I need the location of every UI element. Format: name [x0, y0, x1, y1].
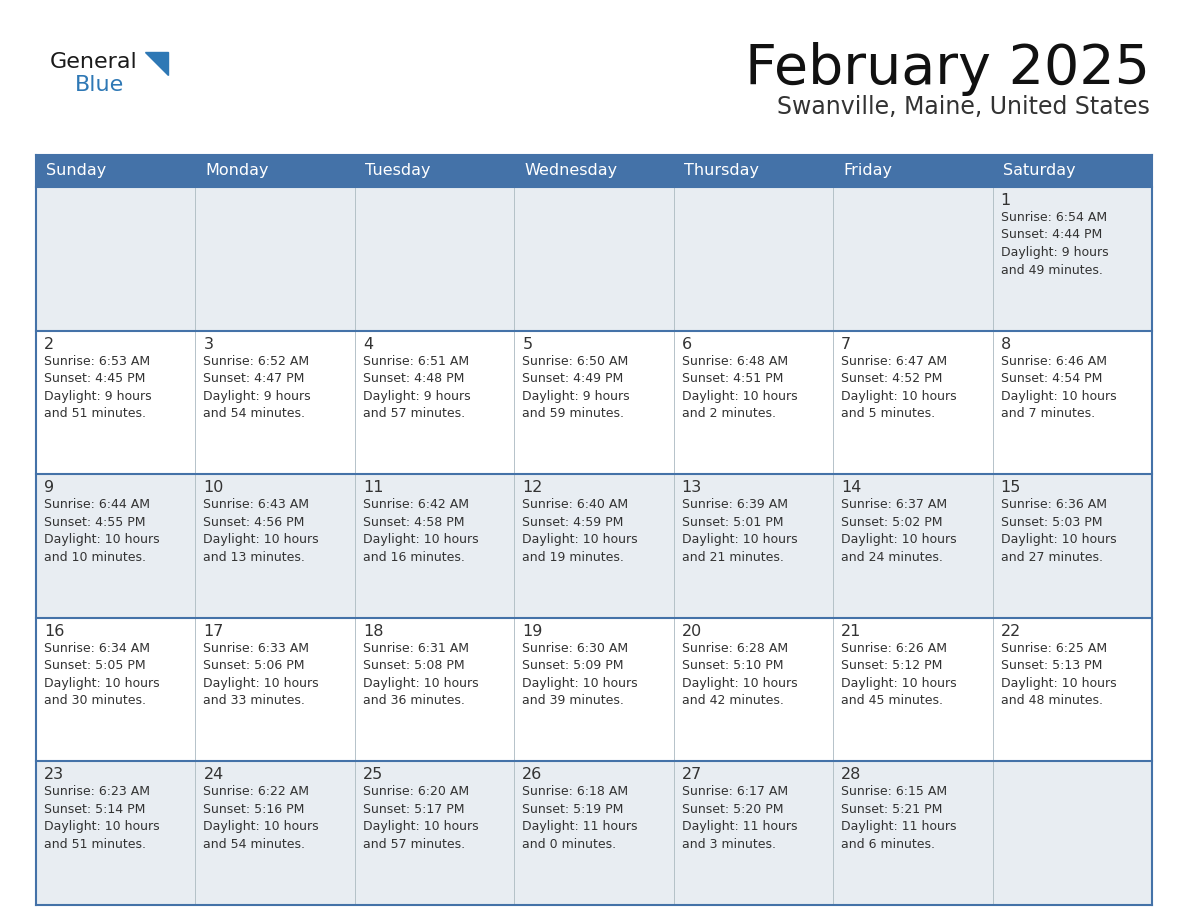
Text: General: General: [50, 52, 138, 72]
Text: 17: 17: [203, 624, 223, 639]
Text: Sunday: Sunday: [46, 163, 106, 178]
Text: Sunrise: 6:54 AM
Sunset: 4:44 PM
Daylight: 9 hours
and 49 minutes.: Sunrise: 6:54 AM Sunset: 4:44 PM Dayligh…: [1000, 211, 1108, 276]
Text: 2: 2: [44, 337, 55, 352]
Text: Sunrise: 6:50 AM
Sunset: 4:49 PM
Daylight: 9 hours
and 59 minutes.: Sunrise: 6:50 AM Sunset: 4:49 PM Dayligh…: [523, 354, 630, 420]
Bar: [36, 761, 1152, 905]
Text: Monday: Monday: [206, 163, 268, 178]
Text: Tuesday: Tuesday: [365, 163, 430, 178]
Bar: [36, 475, 1152, 618]
Bar: [36, 155, 1152, 187]
Text: Sunrise: 6:25 AM
Sunset: 5:13 PM
Daylight: 10 hours
and 48 minutes.: Sunrise: 6:25 AM Sunset: 5:13 PM Dayligh…: [1000, 642, 1117, 707]
Text: Thursday: Thursday: [684, 163, 759, 178]
Text: Sunrise: 6:52 AM
Sunset: 4:47 PM
Daylight: 9 hours
and 54 minutes.: Sunrise: 6:52 AM Sunset: 4:47 PM Dayligh…: [203, 354, 311, 420]
Text: Sunrise: 6:47 AM
Sunset: 4:52 PM
Daylight: 10 hours
and 5 minutes.: Sunrise: 6:47 AM Sunset: 4:52 PM Dayligh…: [841, 354, 956, 420]
Text: 13: 13: [682, 480, 702, 495]
Text: 22: 22: [1000, 624, 1020, 639]
Text: Sunrise: 6:15 AM
Sunset: 5:21 PM
Daylight: 11 hours
and 6 minutes.: Sunrise: 6:15 AM Sunset: 5:21 PM Dayligh…: [841, 786, 956, 851]
Text: 18: 18: [362, 624, 384, 639]
Text: 25: 25: [362, 767, 383, 782]
Text: Sunrise: 6:18 AM
Sunset: 5:19 PM
Daylight: 11 hours
and 0 minutes.: Sunrise: 6:18 AM Sunset: 5:19 PM Dayligh…: [523, 786, 638, 851]
Text: Sunrise: 6:37 AM
Sunset: 5:02 PM
Daylight: 10 hours
and 24 minutes.: Sunrise: 6:37 AM Sunset: 5:02 PM Dayligh…: [841, 498, 956, 564]
Text: Sunrise: 6:43 AM
Sunset: 4:56 PM
Daylight: 10 hours
and 13 minutes.: Sunrise: 6:43 AM Sunset: 4:56 PM Dayligh…: [203, 498, 320, 564]
Text: 6: 6: [682, 337, 691, 352]
Text: February 2025: February 2025: [745, 42, 1150, 96]
Text: 10: 10: [203, 480, 223, 495]
Text: 23: 23: [44, 767, 64, 782]
Text: Sunrise: 6:28 AM
Sunset: 5:10 PM
Daylight: 10 hours
and 42 minutes.: Sunrise: 6:28 AM Sunset: 5:10 PM Dayligh…: [682, 642, 797, 707]
Text: Blue: Blue: [75, 75, 125, 95]
Text: Sunrise: 6:22 AM
Sunset: 5:16 PM
Daylight: 10 hours
and 54 minutes.: Sunrise: 6:22 AM Sunset: 5:16 PM Dayligh…: [203, 786, 320, 851]
Text: Sunrise: 6:26 AM
Sunset: 5:12 PM
Daylight: 10 hours
and 45 minutes.: Sunrise: 6:26 AM Sunset: 5:12 PM Dayligh…: [841, 642, 956, 707]
Text: 9: 9: [44, 480, 55, 495]
Text: 28: 28: [841, 767, 861, 782]
Text: 16: 16: [44, 624, 64, 639]
Bar: [36, 187, 1152, 330]
Text: Sunrise: 6:44 AM
Sunset: 4:55 PM
Daylight: 10 hours
and 10 minutes.: Sunrise: 6:44 AM Sunset: 4:55 PM Dayligh…: [44, 498, 159, 564]
Text: Sunrise: 6:33 AM
Sunset: 5:06 PM
Daylight: 10 hours
and 33 minutes.: Sunrise: 6:33 AM Sunset: 5:06 PM Dayligh…: [203, 642, 320, 707]
Text: 14: 14: [841, 480, 861, 495]
Text: 1: 1: [1000, 193, 1011, 208]
Text: Wednesday: Wednesday: [524, 163, 618, 178]
Text: Friday: Friday: [843, 163, 892, 178]
Text: Sunrise: 6:31 AM
Sunset: 5:08 PM
Daylight: 10 hours
and 36 minutes.: Sunrise: 6:31 AM Sunset: 5:08 PM Dayligh…: [362, 642, 479, 707]
Text: 7: 7: [841, 337, 852, 352]
Text: Sunrise: 6:17 AM
Sunset: 5:20 PM
Daylight: 11 hours
and 3 minutes.: Sunrise: 6:17 AM Sunset: 5:20 PM Dayligh…: [682, 786, 797, 851]
Text: Sunrise: 6:23 AM
Sunset: 5:14 PM
Daylight: 10 hours
and 51 minutes.: Sunrise: 6:23 AM Sunset: 5:14 PM Dayligh…: [44, 786, 159, 851]
Text: Sunrise: 6:20 AM
Sunset: 5:17 PM
Daylight: 10 hours
and 57 minutes.: Sunrise: 6:20 AM Sunset: 5:17 PM Dayligh…: [362, 786, 479, 851]
Text: Sunrise: 6:36 AM
Sunset: 5:03 PM
Daylight: 10 hours
and 27 minutes.: Sunrise: 6:36 AM Sunset: 5:03 PM Dayligh…: [1000, 498, 1117, 564]
Text: Sunrise: 6:53 AM
Sunset: 4:45 PM
Daylight: 9 hours
and 51 minutes.: Sunrise: 6:53 AM Sunset: 4:45 PM Dayligh…: [44, 354, 152, 420]
Text: Sunrise: 6:48 AM
Sunset: 4:51 PM
Daylight: 10 hours
and 2 minutes.: Sunrise: 6:48 AM Sunset: 4:51 PM Dayligh…: [682, 354, 797, 420]
Text: Saturday: Saturday: [1003, 163, 1075, 178]
Text: 15: 15: [1000, 480, 1020, 495]
Text: 20: 20: [682, 624, 702, 639]
Text: 21: 21: [841, 624, 861, 639]
Bar: [36, 330, 1152, 475]
Text: Sunrise: 6:30 AM
Sunset: 5:09 PM
Daylight: 10 hours
and 39 minutes.: Sunrise: 6:30 AM Sunset: 5:09 PM Dayligh…: [523, 642, 638, 707]
Text: 3: 3: [203, 337, 214, 352]
Text: Sunrise: 6:39 AM
Sunset: 5:01 PM
Daylight: 10 hours
and 21 minutes.: Sunrise: 6:39 AM Sunset: 5:01 PM Dayligh…: [682, 498, 797, 564]
Text: 12: 12: [523, 480, 543, 495]
Text: Sunrise: 6:34 AM
Sunset: 5:05 PM
Daylight: 10 hours
and 30 minutes.: Sunrise: 6:34 AM Sunset: 5:05 PM Dayligh…: [44, 642, 159, 707]
Text: 24: 24: [203, 767, 223, 782]
Text: 27: 27: [682, 767, 702, 782]
Text: Swanville, Maine, United States: Swanville, Maine, United States: [777, 95, 1150, 119]
Bar: [36, 618, 1152, 761]
Polygon shape: [145, 52, 168, 75]
Text: Sunrise: 6:40 AM
Sunset: 4:59 PM
Daylight: 10 hours
and 19 minutes.: Sunrise: 6:40 AM Sunset: 4:59 PM Dayligh…: [523, 498, 638, 564]
Text: 4: 4: [362, 337, 373, 352]
Text: 19: 19: [523, 624, 543, 639]
Text: 26: 26: [523, 767, 543, 782]
Text: 5: 5: [523, 337, 532, 352]
Text: Sunrise: 6:42 AM
Sunset: 4:58 PM
Daylight: 10 hours
and 16 minutes.: Sunrise: 6:42 AM Sunset: 4:58 PM Dayligh…: [362, 498, 479, 564]
Text: Sunrise: 6:46 AM
Sunset: 4:54 PM
Daylight: 10 hours
and 7 minutes.: Sunrise: 6:46 AM Sunset: 4:54 PM Dayligh…: [1000, 354, 1117, 420]
Text: 8: 8: [1000, 337, 1011, 352]
Text: Sunrise: 6:51 AM
Sunset: 4:48 PM
Daylight: 9 hours
and 57 minutes.: Sunrise: 6:51 AM Sunset: 4:48 PM Dayligh…: [362, 354, 470, 420]
Text: 11: 11: [362, 480, 384, 495]
